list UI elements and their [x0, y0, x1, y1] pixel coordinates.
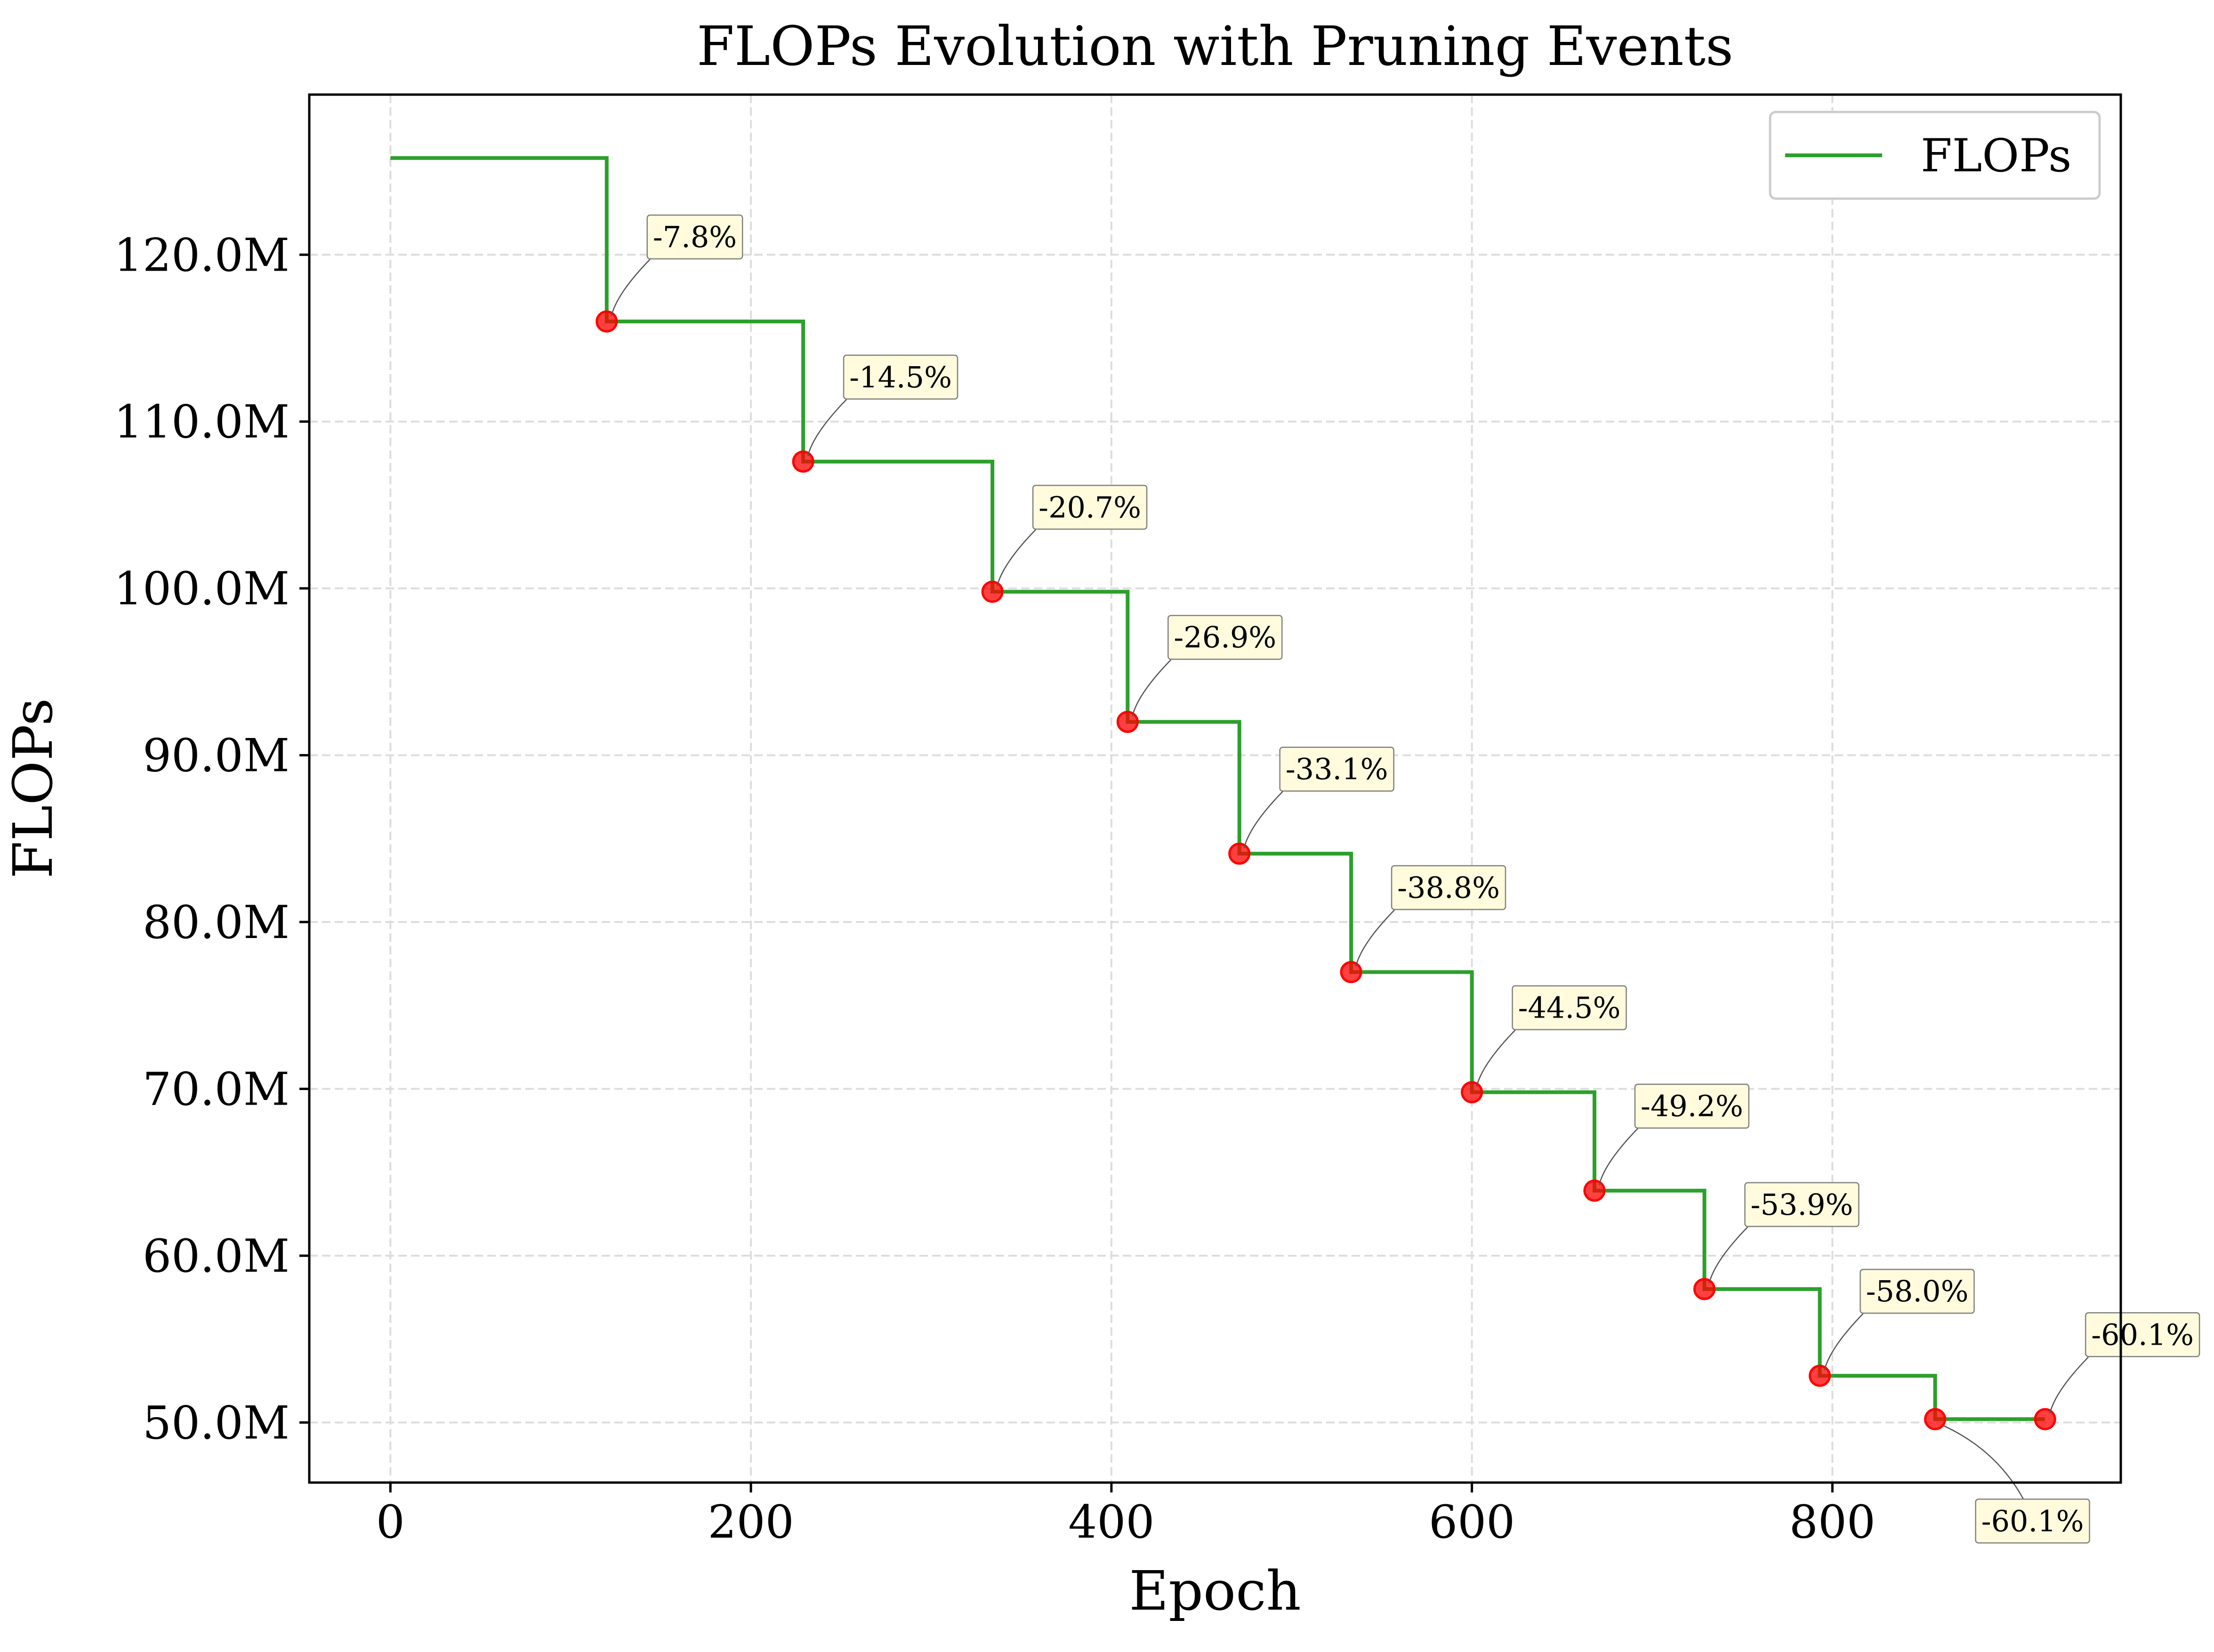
x-tick-label-4: 800	[1789, 1496, 1876, 1548]
annotation-box-9	[1860, 1268, 1975, 1314]
annotation-arrow-6	[1476, 1029, 1516, 1087]
pruning-point-4	[1228, 842, 1251, 865]
chart-title: FLOPs Evolution with Pruning Events	[697, 15, 1733, 78]
y-tick-label-1: 60.0M	[143, 1230, 290, 1283]
y-tick-label-4: 90.0M	[143, 730, 290, 782]
annotation-box-5	[1391, 865, 1506, 910]
annotation-label-0: -7.8%	[653, 220, 737, 254]
pruning-point-6	[1461, 1081, 1483, 1104]
annotation-label-3: -26.9%	[1174, 620, 1276, 655]
y-tick-label-3: 80.0M	[143, 896, 290, 949]
pruning-point-5	[1340, 961, 1362, 983]
pruning-point-11	[2034, 1408, 2056, 1430]
pruning-point-0	[596, 310, 618, 333]
annotation-box-4	[1279, 746, 1394, 792]
annotation-arrow-1	[807, 399, 847, 457]
annotation-arrow-9	[1824, 1313, 1864, 1371]
annotation-label-10: -60.1%	[1981, 1504, 2084, 1538]
x-tick-label-0: 0	[376, 1496, 405, 1548]
pruning-point-3	[1116, 711, 1139, 733]
pruning-point-8	[1693, 1278, 1716, 1300]
annotation-label-9: -58.0%	[1866, 1274, 1969, 1308]
legend-box	[1769, 111, 2101, 200]
x-tick-label-1: 200	[708, 1496, 794, 1548]
annotation-label-4: -33.1%	[1286, 752, 1388, 786]
pruning-point-10	[1924, 1408, 1947, 1430]
annotation-arrow-4	[1243, 791, 1283, 849]
annotation-label-2: -20.7%	[1039, 490, 1141, 524]
annotation-label-7: -49.2%	[1641, 1089, 1743, 1123]
x-tick-label-2: 400	[1068, 1496, 1154, 1548]
y-tick-label-0: 50.0M	[143, 1396, 290, 1449]
annotation-label-5: -38.8%	[1397, 870, 1500, 905]
y-tick-label-5: 100.0M	[114, 562, 290, 615]
y-tick-label-6: 110.0M	[114, 396, 290, 449]
legend-label-flops: FLOPs	[1921, 129, 2071, 182]
pruning-point-7	[1583, 1179, 1606, 1202]
annotation-box-11	[2085, 1312, 2200, 1357]
annotation-box-7	[1634, 1083, 1750, 1129]
pruning-markers	[596, 310, 2056, 1430]
grid	[309, 95, 2121, 1483]
annotation-arrow-10	[1943, 1425, 2029, 1509]
annotation-label-11: -60.1%	[2091, 1317, 2194, 1352]
series-line-0	[390, 156, 2045, 1421]
y-tick-label-7: 120.0M	[114, 229, 290, 281]
annotation-label-1: -14.5%	[849, 360, 952, 394]
annotation-arrow-0	[611, 259, 651, 316]
annotation-label-8: -53.9%	[1751, 1187, 1853, 1222]
y-axis-ticks: 50.0M 60.0M 70.0M 80.0M 90.0M 100.0M 110.0M 120…	[114, 229, 309, 1449]
series-layer	[390, 156, 2045, 1421]
annotation-box-1	[843, 354, 958, 400]
x-axis-ticks: 0 200 400 600 800	[376, 1483, 1876, 1548]
annotation-box-3	[1167, 615, 1283, 660]
annotation-box-8	[1744, 1182, 1860, 1227]
annotations: -7.8% -14.5% -20.7% -26.9% -33.1% -38.8% -44.5…	[611, 214, 2200, 1544]
annotation-arrow-11	[2049, 1356, 2089, 1414]
legend: FLOPs	[1769, 111, 2101, 200]
pruning-point-9	[1809, 1364, 1831, 1387]
annotation-box-2	[1032, 485, 1148, 530]
annotation-arrow-5	[1355, 909, 1395, 967]
annotation-arrow-7	[1598, 1128, 1638, 1186]
y-tick-label-2: 70.0M	[143, 1063, 290, 1116]
x-axis-label: Epoch	[1129, 1560, 1301, 1623]
annotation-box-10	[1975, 1499, 2090, 1544]
annotation-box-6	[1512, 985, 1627, 1030]
annotation-arrow-2	[996, 529, 1037, 586]
annotation-arrow-8	[1708, 1226, 1748, 1284]
annotation-label-6: -44.5%	[1518, 991, 1621, 1025]
pruning-point-1	[792, 450, 814, 473]
plot-frame	[308, 93, 2122, 1484]
pruning-point-2	[981, 580, 1004, 603]
y-axis-label: FLOPs	[2, 698, 65, 879]
x-tick-label-3: 600	[1429, 1496, 1515, 1548]
annotation-arrow-3	[1132, 659, 1172, 717]
annotation-box-0	[646, 214, 743, 260]
